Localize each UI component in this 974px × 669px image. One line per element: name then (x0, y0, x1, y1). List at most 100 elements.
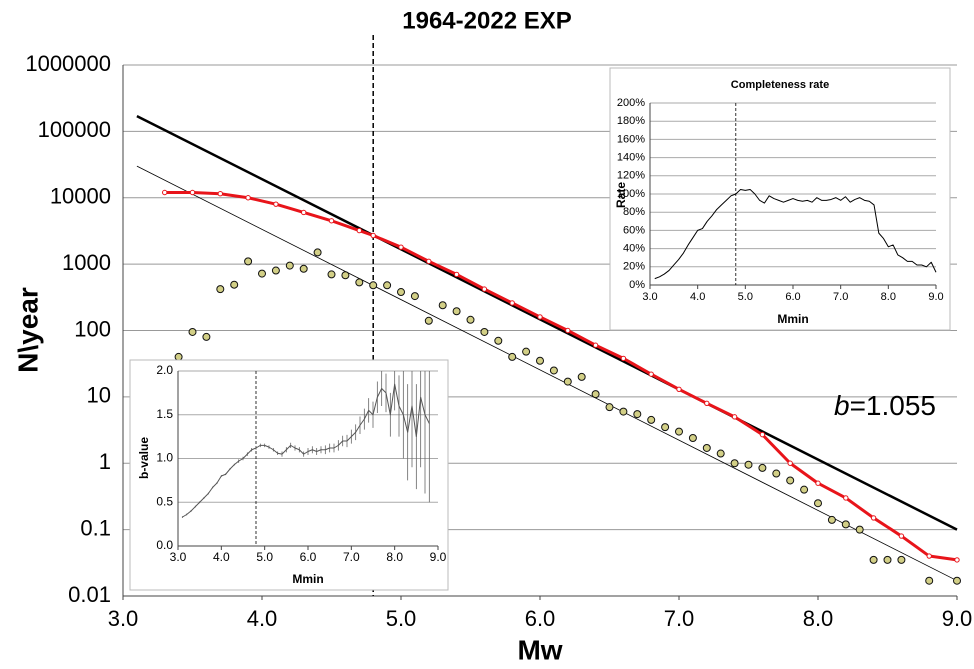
data-point (536, 356, 544, 365)
data-point (633, 410, 642, 419)
data-point (605, 403, 614, 412)
data-point (591, 390, 600, 399)
y-tick-label: 100% (617, 188, 645, 200)
x-tick-label: 5.0 (256, 550, 273, 564)
data-point (341, 271, 350, 280)
data-point (299, 264, 308, 273)
x-axis-label: Mw (517, 634, 562, 665)
data-point (522, 347, 531, 356)
x-tick-label: 6.0 (525, 606, 556, 631)
x-tick-label: 4.0 (247, 606, 278, 631)
data-point (925, 576, 934, 585)
x-tick-label: 6.0 (300, 550, 317, 564)
data-point (452, 307, 461, 316)
y-tick-label: 0% (629, 279, 645, 291)
cumulative-point (565, 327, 571, 334)
data-line (654, 188, 937, 280)
data-point (855, 525, 864, 534)
cumulative-point (759, 431, 766, 438)
chart-title: Completeness rate (731, 79, 829, 91)
x-axis-label: Mmin (777, 312, 808, 326)
x-tick-label: 7.0 (833, 291, 848, 303)
cumulative-point (273, 201, 279, 207)
y-tick-label: 1000000 (25, 51, 111, 76)
x-tick-label: 9.0 (942, 606, 973, 631)
x-tick-label: 9.0 (430, 550, 447, 564)
cumulative-point (245, 195, 251, 201)
y-tick-label: 180% (617, 115, 645, 127)
data-point (716, 449, 725, 458)
data-point (383, 281, 392, 290)
data-point (869, 555, 878, 564)
x-tick-label: 3.0 (642, 291, 657, 303)
y-tick-label: 160% (617, 133, 645, 145)
y-tick-label: 1000 (62, 250, 111, 275)
cumulative-point (481, 286, 488, 292)
data-point (883, 555, 892, 564)
cumulative-point (676, 386, 682, 393)
cumulative-point (426, 258, 432, 265)
data-point (897, 555, 906, 564)
annotation-value: =1.055 (850, 390, 936, 421)
x-tick-label: 7.0 (664, 606, 695, 631)
x-tick-label: 3.0 (170, 550, 187, 564)
data-point (327, 270, 336, 279)
y-tick-label: 120% (617, 170, 645, 182)
cumulative-point (398, 244, 404, 250)
data-point (369, 281, 378, 290)
x-tick-label: 4.0 (690, 291, 705, 303)
data-point (814, 499, 822, 508)
data-point (772, 469, 781, 478)
data-point (230, 280, 239, 289)
data-point (397, 288, 405, 297)
data-line (136, 165, 958, 582)
cumulative-point (301, 209, 307, 216)
y-tick-label: 10000 (50, 184, 111, 209)
data-line (136, 114, 958, 531)
x-tick-label: 5.0 (738, 291, 753, 303)
data-point (730, 459, 739, 468)
y-tick-label: 1.0 (156, 451, 173, 465)
inset-frame (609, 67, 951, 331)
y-axis-label: b-value (137, 437, 151, 479)
data-point (953, 576, 961, 585)
x-axis-label: Mmin (292, 572, 323, 586)
cumulative-point (509, 300, 515, 306)
x-tick-label: 9.0 (928, 291, 943, 303)
data-point (758, 463, 767, 472)
x-tick-label: 3.0 (108, 606, 139, 631)
data-point (271, 266, 280, 275)
data-point (174, 352, 183, 361)
x-tick-label: 6.0 (785, 291, 800, 303)
data-point (744, 460, 753, 469)
cumulative-point (370, 232, 376, 239)
cumulative-point (731, 414, 738, 420)
cumulative-point (926, 553, 932, 559)
x-tick-label: 4.0 (213, 550, 230, 564)
y-axis-label: N\year (12, 287, 43, 373)
annotation: b=1.055 (834, 390, 936, 421)
data-point (661, 423, 670, 432)
data-point (410, 292, 419, 301)
data-point (702, 443, 711, 452)
y-tick-label: 0.1 (80, 515, 111, 540)
data-line (182, 383, 430, 518)
data-point (258, 269, 266, 278)
data-point (688, 434, 697, 443)
cumulative-point (537, 314, 543, 320)
data-point (285, 261, 294, 270)
cumulative-point (843, 495, 849, 501)
cumulative-point (898, 533, 905, 539)
y-tick-label: 1 (99, 449, 111, 474)
cumulative-point (592, 342, 599, 348)
cumulative-point (870, 515, 877, 521)
y-axis-label: Rate (614, 182, 628, 208)
y-tick-label: 100 (74, 316, 111, 341)
data-point (549, 366, 558, 375)
y-tick-label: 1.5 (156, 407, 173, 421)
data-point (786, 476, 795, 485)
cumulative-line (164, 190, 958, 562)
x-tick-label: 7.0 (343, 550, 360, 564)
data-point (494, 336, 503, 345)
y-tick-label: 40% (623, 243, 645, 255)
